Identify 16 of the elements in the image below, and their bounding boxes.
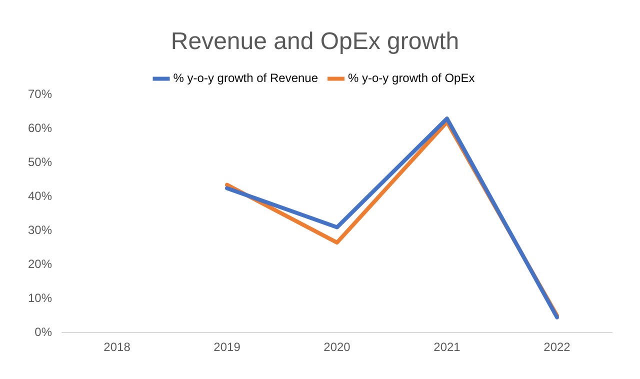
y-tick-label: 60% [28, 121, 52, 136]
y-tick-label: 30% [28, 223, 52, 237]
x-tick-label: 2022 [544, 340, 571, 354]
x-tick-label: 2020 [324, 340, 351, 354]
x-tick-label: 2021 [434, 340, 461, 354]
y-tick-label: 10% [28, 290, 52, 305]
y-tick-label: 20% [28, 256, 52, 271]
legend-label: % y-o-y growth of OpEx [348, 71, 475, 86]
y-tick-label: 40% [28, 189, 52, 204]
legend-label: % y-o-y growth of Revenue [173, 71, 318, 86]
chart-title: Revenue and OpEx growth [170, 28, 460, 56]
y-tick-label: 0% [34, 324, 52, 339]
x-tick-label: 2019 [214, 340, 241, 354]
y-tick-label: 50% [28, 155, 52, 170]
y-tick-label: 70% [28, 87, 52, 102]
x-tick-label: 2018 [104, 340, 131, 354]
